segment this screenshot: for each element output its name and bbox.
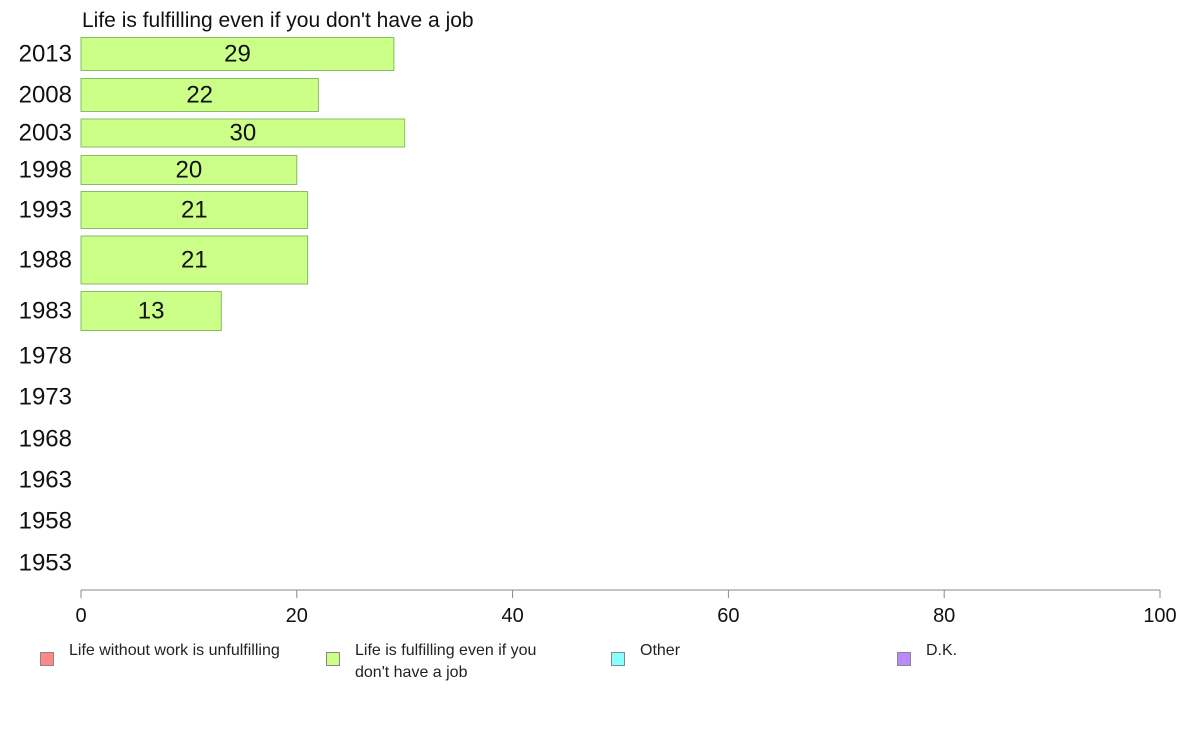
y-tick-label: 1953 <box>19 550 72 577</box>
y-tick-label: 1978 <box>19 343 72 370</box>
legend-label-fulfilling: Life is fulfilling even if you don't hav… <box>355 642 537 681</box>
chart-title: Life is fulfilling even if you don't hav… <box>82 9 474 32</box>
bar <box>80 155 298 185</box>
legend-item-unfulfilling: Life without work is unfulfilling <box>40 640 280 666</box>
x-tick-label: 80 <box>933 605 955 627</box>
x-tick-label: 100 <box>1143 605 1176 627</box>
x-tick-label: 40 <box>501 605 523 627</box>
legend-swatch-unfulfilling <box>40 652 54 666</box>
y-tick-label: 2003 <box>19 120 72 147</box>
bar-value-label: 20 <box>176 157 203 184</box>
bar <box>80 78 319 112</box>
legend-swatch-other <box>611 652 625 666</box>
bar-value-label: 13 <box>138 298 165 325</box>
y-tick-label: 2008 <box>19 82 72 109</box>
y-tick-label: 1988 <box>19 247 72 274</box>
bar <box>80 37 395 71</box>
y-tick-label: 1973 <box>19 384 72 411</box>
y-tick-label: 1968 <box>19 426 72 453</box>
bar-value-label: 21 <box>181 197 208 224</box>
bar <box>80 291 222 331</box>
y-tick-label: 1998 <box>19 157 72 184</box>
legend-label-other: Other <box>640 642 681 659</box>
legend-swatch-dk <box>897 652 911 666</box>
x-tick-label: 20 <box>286 605 308 627</box>
legend-item-other: Other <box>611 640 680 666</box>
legend-label-dk: D.K. <box>926 642 958 659</box>
legend-swatch-fulfilling <box>326 652 340 666</box>
bar <box>80 118 406 148</box>
y-tick-label: 1993 <box>19 197 72 224</box>
y-tick-label: 1963 <box>19 467 72 494</box>
legend-label-unfulfilling: Life without work is unfulfilling <box>69 642 280 659</box>
x-tick-label: 60 <box>717 605 739 627</box>
legend-item-dk: D.K. <box>897 640 957 666</box>
y-tick-label: 1958 <box>19 508 72 535</box>
bar-value-label: 21 <box>181 247 208 274</box>
y-tick-label: 2013 <box>19 41 72 68</box>
bar <box>80 191 309 229</box>
y-tick-label: 1983 <box>19 298 72 325</box>
legend-item-fulfilling: Life is fulfilling even if you don't hav… <box>326 640 555 684</box>
bar-value-label: 30 <box>229 120 256 147</box>
bar-value-label: 22 <box>186 82 213 109</box>
x-tick-label: 0 <box>75 605 86 627</box>
bar <box>80 235 309 285</box>
bar-value-label: 29 <box>224 41 251 68</box>
